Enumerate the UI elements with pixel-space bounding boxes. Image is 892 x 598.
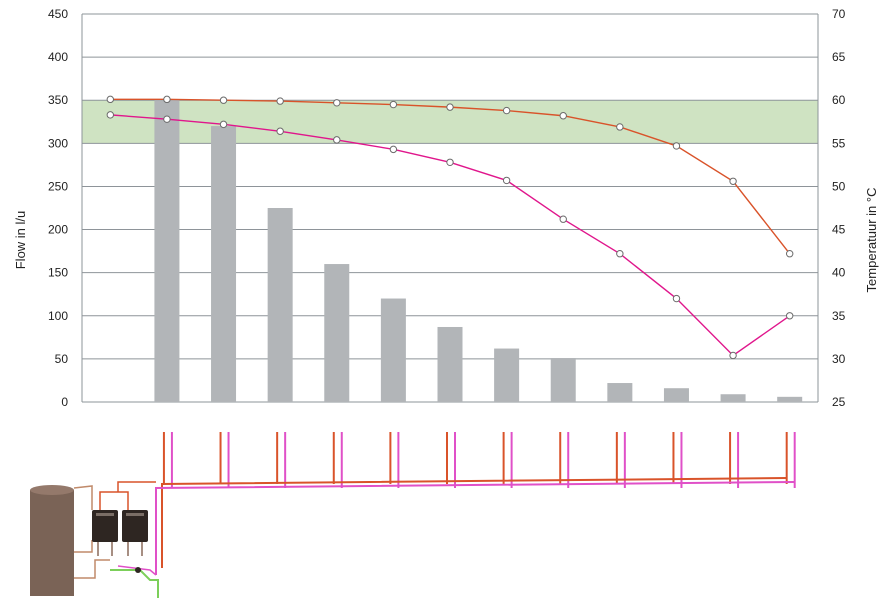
line-point bbox=[729, 177, 737, 185]
hot-main-pipe bbox=[161, 477, 787, 568]
y2-tick-label: 30 bbox=[832, 352, 846, 366]
line-point bbox=[333, 99, 341, 107]
y2-tick-label: 35 bbox=[832, 309, 846, 323]
y2-axis-title: Temperatuur in °C bbox=[864, 188, 879, 293]
heater-2-display bbox=[126, 513, 144, 516]
circulation-pump bbox=[135, 567, 141, 573]
bar bbox=[550, 358, 576, 402]
bar bbox=[267, 208, 293, 402]
line-point bbox=[219, 96, 228, 104]
line-point bbox=[276, 97, 284, 105]
bar bbox=[607, 383, 633, 402]
bar bbox=[777, 396, 803, 402]
y-tick-label: 0 bbox=[61, 395, 68, 409]
line-point bbox=[672, 294, 681, 303]
y-tick-label: 100 bbox=[48, 309, 68, 323]
line-point bbox=[616, 249, 624, 258]
line-point bbox=[559, 112, 567, 120]
line-point bbox=[559, 215, 567, 223]
line-point bbox=[219, 120, 228, 129]
line-point bbox=[616, 123, 624, 131]
storage-tank bbox=[30, 490, 74, 596]
bar bbox=[663, 388, 689, 402]
y2-tick-label: 60 bbox=[832, 93, 846, 107]
line-point bbox=[389, 145, 398, 154]
circulation-pump-pipe bbox=[117, 565, 157, 576]
heater-1-display bbox=[96, 513, 114, 516]
y2-tick-label: 55 bbox=[832, 136, 846, 150]
left-axis-ticks: 0 50 100 150 200 250 300 350 400 450 bbox=[48, 7, 68, 409]
heater-connections bbox=[97, 542, 143, 556]
y-tick-label: 300 bbox=[48, 136, 68, 150]
bar bbox=[494, 348, 520, 402]
bar bbox=[720, 394, 746, 402]
tank-return-pipe bbox=[74, 559, 110, 579]
bar bbox=[211, 126, 237, 402]
bar bbox=[380, 298, 406, 402]
line-point bbox=[106, 95, 115, 104]
line-point bbox=[163, 95, 171, 104]
y-tick-label: 450 bbox=[48, 7, 68, 21]
bar bbox=[154, 100, 180, 402]
tank-connection-pipes bbox=[73, 485, 93, 553]
bar-series bbox=[154, 100, 803, 402]
line-point bbox=[785, 312, 794, 320]
water-heater-1 bbox=[92, 510, 118, 542]
line-point bbox=[106, 111, 115, 119]
line-point bbox=[333, 136, 341, 144]
bar bbox=[437, 326, 463, 402]
y-tick-label: 250 bbox=[48, 179, 68, 193]
line-point bbox=[672, 142, 681, 150]
y-tick-label: 400 bbox=[48, 50, 68, 64]
right-axis-ticks: 25 30 35 40 45 50 55 60 65 70 bbox=[832, 7, 846, 409]
y2-tick-label: 70 bbox=[832, 7, 846, 21]
y2-tick-label: 25 bbox=[832, 395, 846, 409]
line-point bbox=[502, 176, 511, 185]
cold-supply-pipe bbox=[110, 569, 159, 598]
line-point bbox=[163, 115, 171, 123]
y2-tick-label: 65 bbox=[832, 50, 846, 64]
heater-flow-pipe bbox=[99, 481, 156, 510]
line-series bbox=[106, 95, 794, 360]
y-tick-label: 50 bbox=[55, 352, 69, 366]
y-tick-label: 150 bbox=[48, 266, 68, 280]
y2-tick-label: 40 bbox=[832, 266, 846, 280]
line-point bbox=[785, 249, 794, 258]
y2-tick-label: 45 bbox=[832, 223, 846, 237]
bar bbox=[324, 264, 350, 402]
y2-tick-label: 50 bbox=[832, 179, 846, 193]
y-tick-label: 350 bbox=[48, 93, 68, 107]
circulation-main-pipe bbox=[155, 481, 795, 575]
line-point bbox=[729, 351, 737, 360]
y-axis-title: Flow in l/u bbox=[13, 211, 28, 270]
line-point bbox=[389, 100, 398, 109]
line-point bbox=[446, 158, 454, 167]
water-heater-2 bbox=[122, 510, 148, 542]
line-point bbox=[446, 103, 454, 111]
line-point bbox=[276, 127, 284, 135]
line-point bbox=[502, 106, 511, 115]
y-tick-label: 200 bbox=[48, 223, 68, 237]
storage-tank-top bbox=[30, 485, 74, 495]
installation-schematic bbox=[30, 432, 796, 598]
